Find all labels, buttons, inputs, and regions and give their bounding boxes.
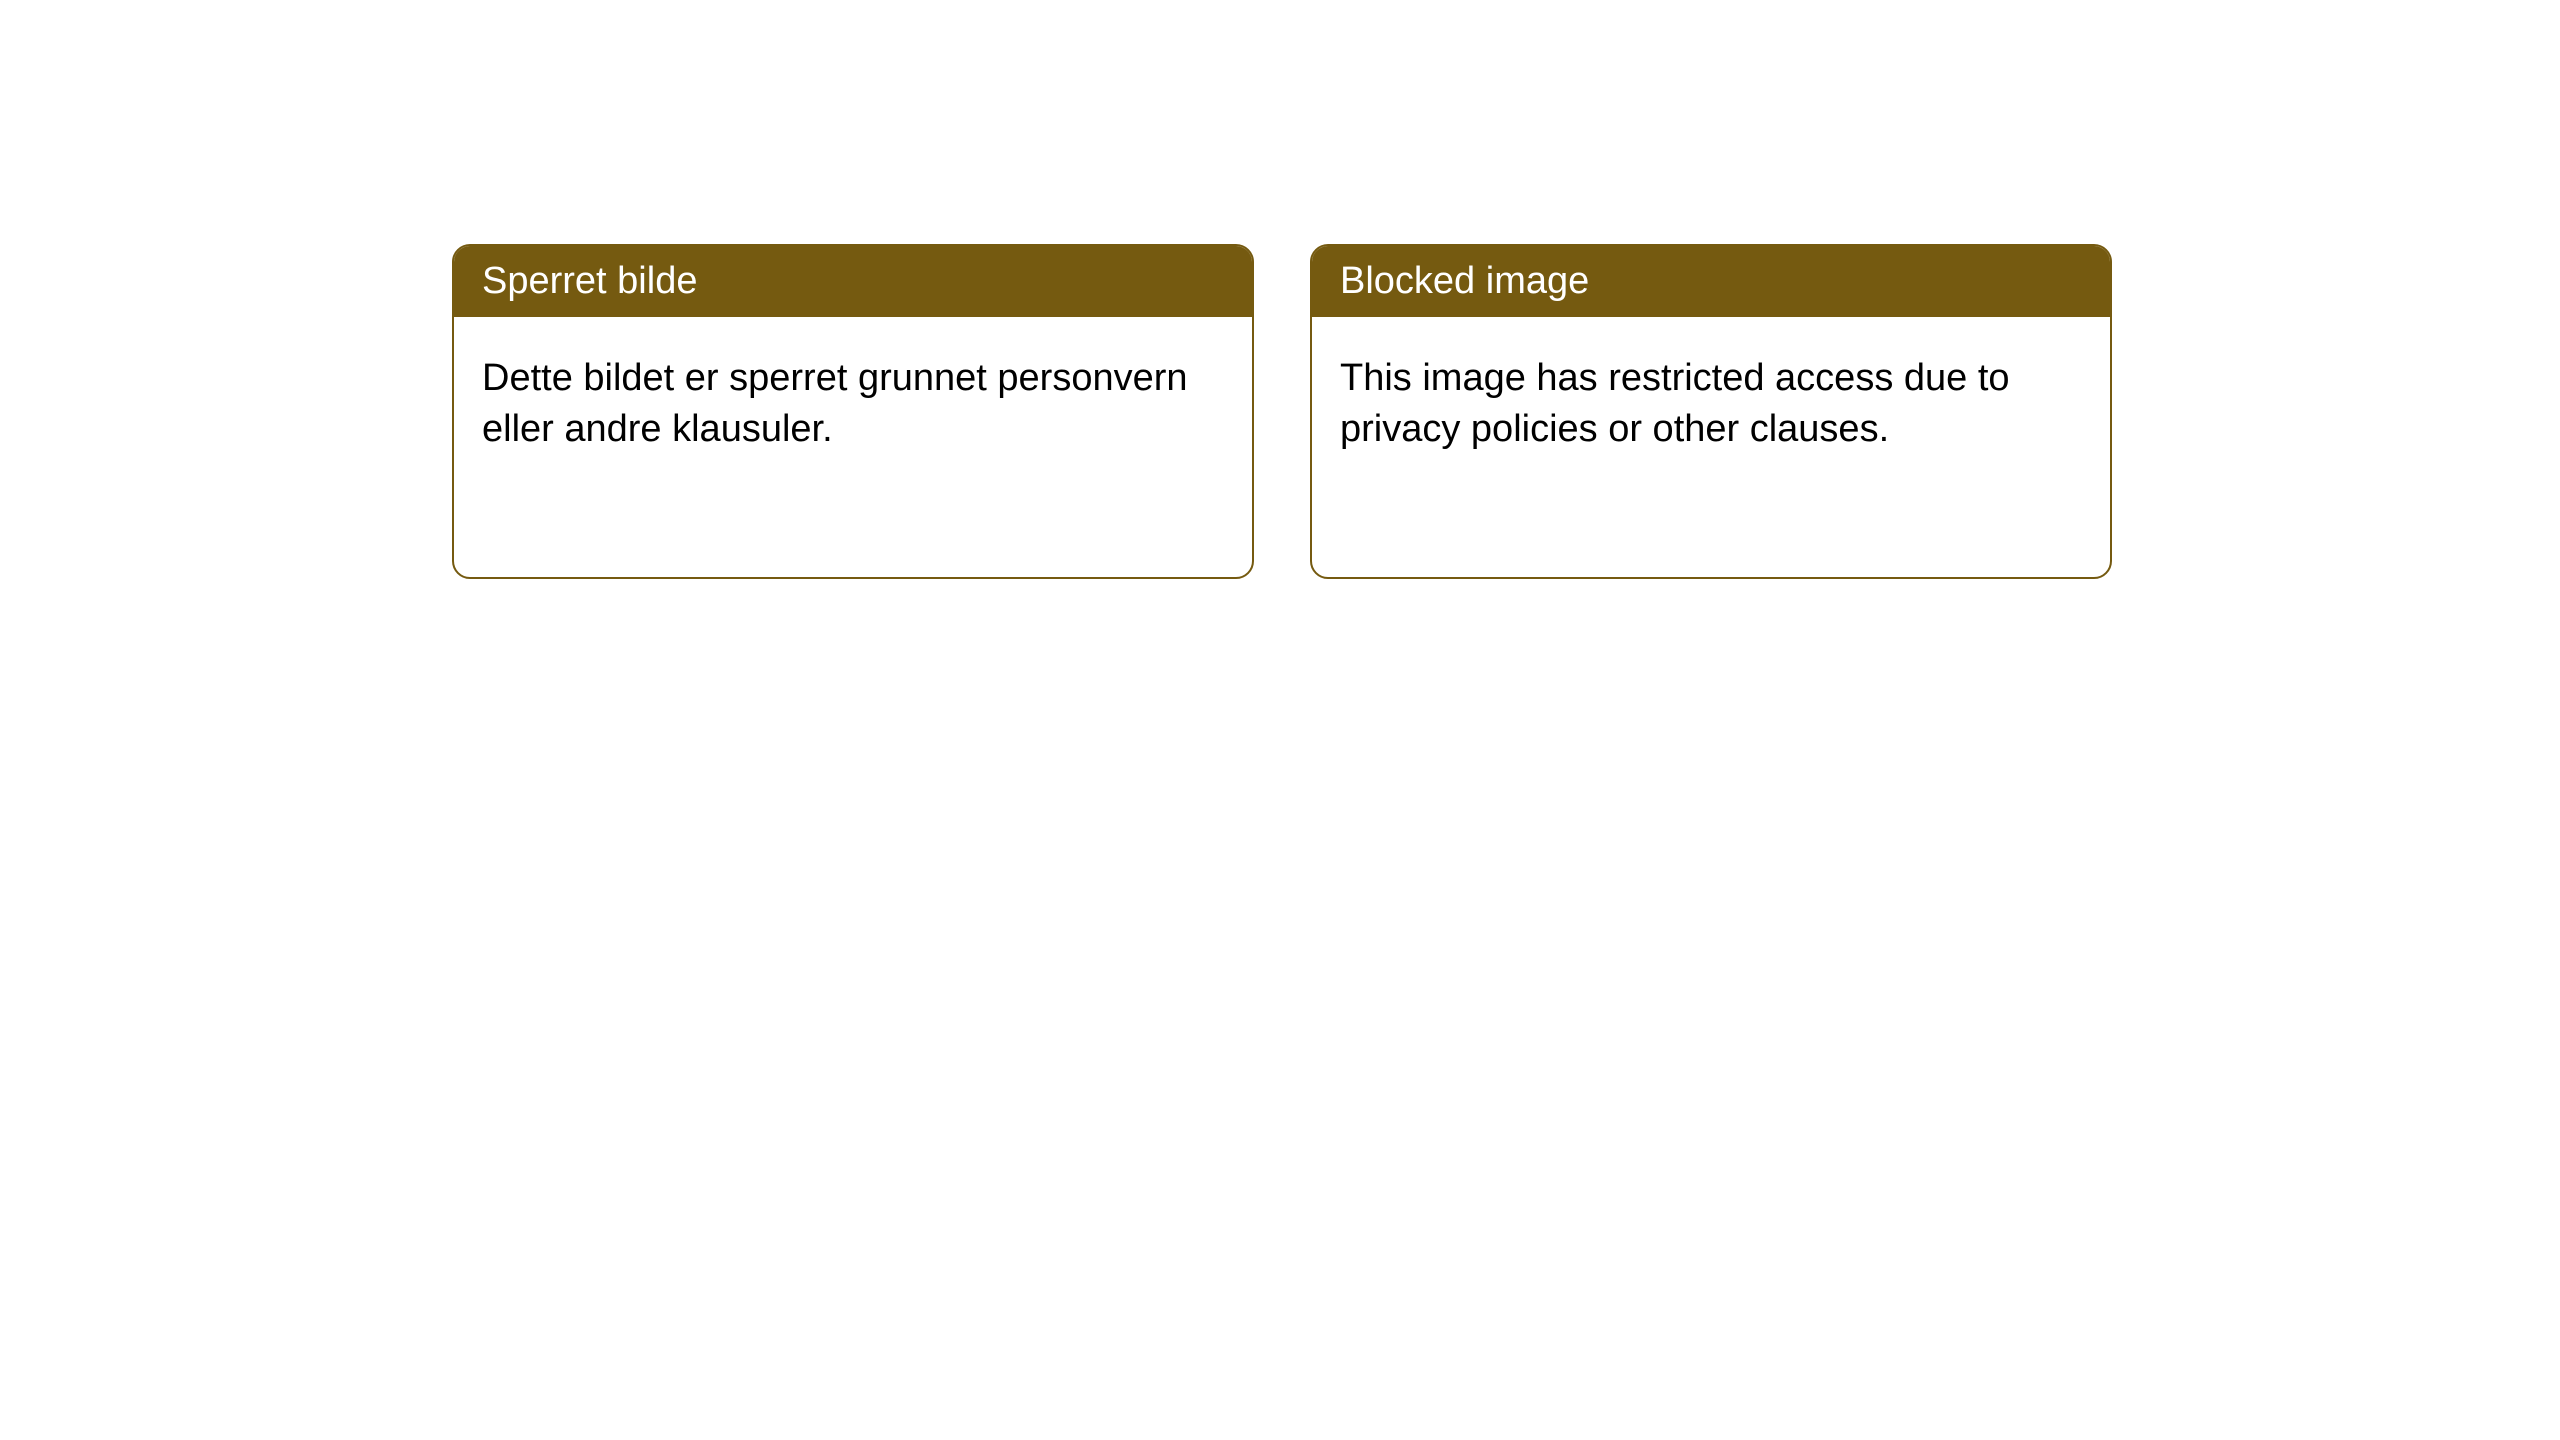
notice-card-english: Blocked image This image has restricted … — [1310, 244, 2112, 579]
card-title: Blocked image — [1340, 260, 1589, 302]
card-body-text: This image has restricted access due to … — [1340, 357, 2010, 450]
card-title: Sperret bilde — [482, 260, 697, 302]
card-header: Sperret bilde — [454, 246, 1252, 317]
notice-card-norwegian: Sperret bilde Dette bildet er sperret gr… — [452, 244, 1254, 579]
card-body-text: Dette bildet er sperret grunnet personve… — [482, 357, 1188, 450]
card-container: Sperret bilde Dette bildet er sperret gr… — [0, 0, 2560, 579]
card-body: This image has restricted access due to … — [1312, 317, 2110, 484]
card-body: Dette bildet er sperret grunnet personve… — [454, 317, 1252, 484]
card-header: Blocked image — [1312, 246, 2110, 317]
